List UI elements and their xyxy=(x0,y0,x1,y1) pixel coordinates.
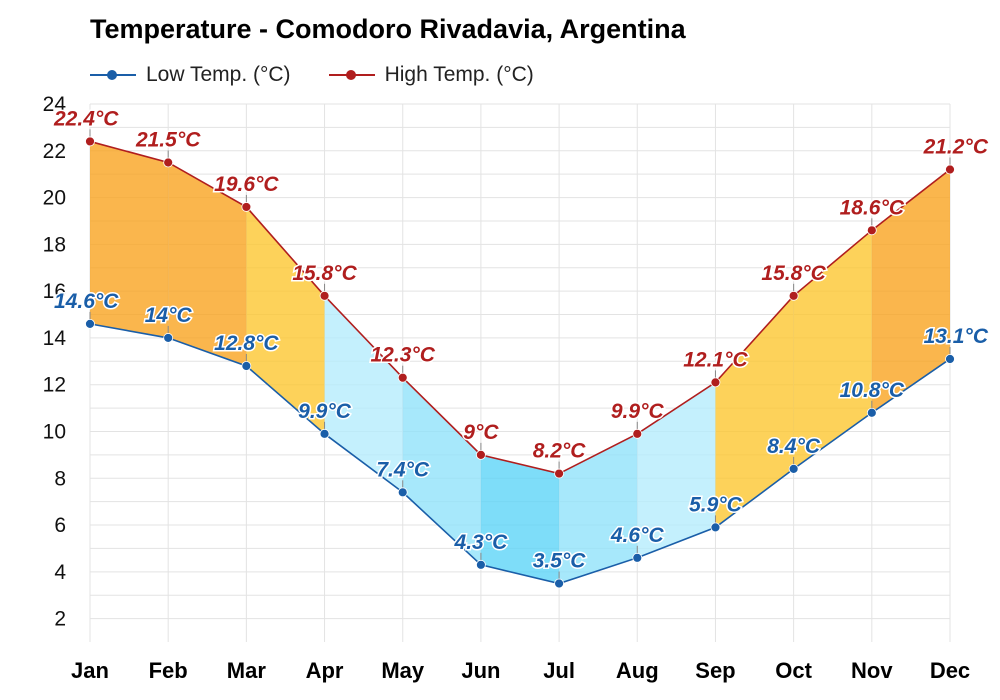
data-label: 7.4°C xyxy=(376,458,430,481)
data-label: 9.9°C xyxy=(298,400,352,423)
data-label: 9°C xyxy=(463,421,499,444)
range-band xyxy=(480,454,560,584)
y-tick-label: 12 xyxy=(43,374,66,397)
data-point xyxy=(945,164,955,175)
data-point xyxy=(554,578,564,589)
range-band xyxy=(871,169,950,413)
data-label: 14°C xyxy=(145,304,193,327)
data-point xyxy=(476,559,486,570)
data-point xyxy=(476,449,486,460)
data-point xyxy=(632,428,643,439)
data-label: 19.6°C xyxy=(214,173,279,196)
x-tick-label: Dec xyxy=(930,658,970,683)
data-label: 21.2°C xyxy=(923,135,989,158)
range-band xyxy=(793,230,872,469)
y-tick-label: 20 xyxy=(43,187,66,210)
high-temp-line xyxy=(89,140,951,475)
data-label: 4.6°C xyxy=(610,524,665,547)
data-label: 18.6°C xyxy=(840,196,905,219)
data-point xyxy=(788,290,799,301)
x-tick-label: Aug xyxy=(616,658,659,683)
chart-title: Temperature - Comodoro Rivadavia, Argent… xyxy=(90,14,686,44)
data-point xyxy=(85,318,95,329)
legend-label-high: High Temp. (°C) xyxy=(384,63,534,86)
y-tick-label: 14 xyxy=(43,327,67,350)
y-tick-label: 6 xyxy=(54,514,66,537)
legend: Low Temp. (°C) High Temp. (°C) xyxy=(90,62,572,88)
x-tick-label: Sep xyxy=(695,658,735,683)
y-tick-label: 18 xyxy=(43,233,66,256)
low-temp-series: 14.6°C 14°C 12.8°C 9.9°C 7.4°C 4.3°C 3.5°C 4.6°… xyxy=(53,288,990,589)
data-label: 14.6°C xyxy=(54,290,119,313)
data-point xyxy=(554,468,564,479)
range-band xyxy=(90,141,169,338)
x-tick-label: Oct xyxy=(775,658,812,683)
data-label: 15.8°C xyxy=(761,262,826,285)
data-point xyxy=(945,354,955,364)
y-tick-label: 8 xyxy=(54,467,66,490)
x-tick-label: Feb xyxy=(149,658,188,683)
legend-item-low[interactable]: Low Temp. (°C) xyxy=(90,63,291,87)
range-band xyxy=(168,162,247,366)
data-point xyxy=(163,333,174,343)
y-tick-label: 2 xyxy=(54,608,66,631)
data-label: 12.8°C xyxy=(214,332,279,355)
low-temp-line xyxy=(89,323,951,585)
x-tick-label: May xyxy=(381,658,425,683)
x-tick-label: Nov xyxy=(851,658,893,683)
data-point xyxy=(632,552,643,563)
data-point xyxy=(397,487,408,498)
data-point xyxy=(85,136,95,147)
y-tick-label: 16 xyxy=(43,280,66,303)
data-label: 12.3°C xyxy=(371,344,436,367)
legend-swatch-high xyxy=(328,68,375,82)
data-label: 13.1°C xyxy=(924,325,989,348)
x-tick-label: Jan xyxy=(71,658,109,683)
data-label: 3.5°C xyxy=(533,550,587,573)
data-label: 9.9°C xyxy=(611,400,665,423)
range-bands xyxy=(90,141,950,584)
x-tick-label: Jun xyxy=(461,658,500,683)
data-label: 10.8°C xyxy=(840,379,905,402)
x-tick-label: Jul xyxy=(543,658,575,683)
range-band xyxy=(402,377,481,565)
data-point xyxy=(319,290,330,301)
data-point xyxy=(866,407,877,418)
y-tick-label: 4 xyxy=(54,561,66,584)
data-point xyxy=(163,157,174,168)
data-point xyxy=(866,225,877,236)
legend-swatch-low xyxy=(90,68,136,82)
data-label: 12.1°C xyxy=(683,348,748,371)
y-tick-label: 24 xyxy=(43,93,67,116)
data-label: 4.3°C xyxy=(454,531,509,554)
data-label: 15.8°C xyxy=(292,262,357,285)
range-band xyxy=(324,295,403,493)
range-band xyxy=(715,295,794,528)
data-point xyxy=(710,522,721,533)
y-tick-label: 22 xyxy=(43,140,66,163)
x-tick-label: Apr xyxy=(306,658,344,683)
data-point xyxy=(397,372,408,383)
data-point xyxy=(241,202,252,212)
data-point xyxy=(788,464,799,474)
x-tick-label: Mar xyxy=(227,658,267,683)
high-temp-series: 22.4°C 21.5°C 19.6°C 15.8°C 12.3°C 9°C 8.2°C 9.… xyxy=(52,106,990,479)
data-label: 8.4°C xyxy=(767,435,821,458)
range-band xyxy=(637,382,716,558)
data-label: 8.2°C xyxy=(533,440,587,463)
data-point xyxy=(319,428,330,439)
legend-item-high[interactable]: High Temp. (°C) xyxy=(328,63,534,87)
data-label: 21.5°C xyxy=(135,128,201,151)
data-label: 5.9°C xyxy=(689,493,743,516)
data-point xyxy=(710,377,721,388)
range-band xyxy=(559,433,638,584)
data-point xyxy=(241,361,252,371)
legend-label-low: Low Temp. (°C) xyxy=(146,63,291,86)
range-band xyxy=(246,206,325,434)
y-tick-label: 10 xyxy=(43,420,66,443)
x-axis-ticks: Jan Feb Mar Apr May Jun Jul Aug Sep Oct Nov Dec xyxy=(71,658,970,683)
data-label: 22.4°C xyxy=(53,107,119,130)
